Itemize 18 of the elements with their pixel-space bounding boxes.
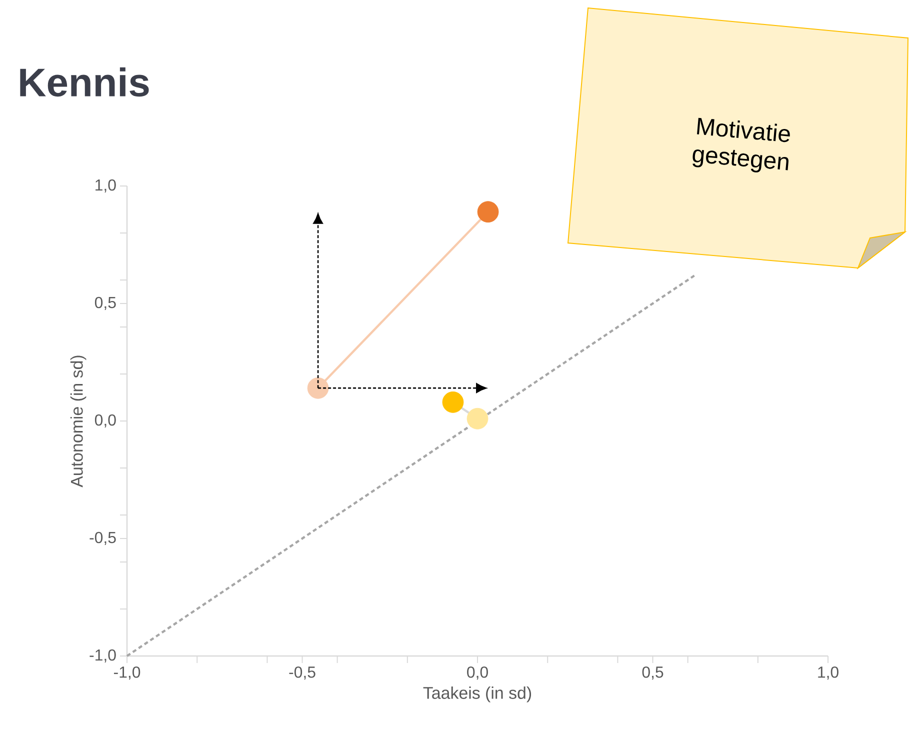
x-tick-label: 0,0 [467, 666, 488, 680]
point [466, 408, 488, 430]
x-tick-label: -0,5 [289, 666, 316, 680]
y-tick-label: 1,0 [96, 179, 116, 193]
x-tick-label: 0,5 [642, 666, 664, 680]
text: Motivatie gestegen [692, 118, 790, 172]
y-axis-title: Autonomie (in sd) [70, 356, 86, 488]
y-tick-label: -0,5 [90, 532, 116, 546]
point [307, 377, 329, 399]
chart-title: Kennis [20, 67, 149, 97]
y-tick-label: -1,0 [90, 649, 116, 663]
point [442, 391, 464, 413]
x-tick-label: -1,0 [114, 666, 140, 680]
x-tick-label: 1,0 [818, 666, 838, 680]
x-axis-title: Taakeis (in sd) [423, 686, 532, 702]
y-tick-label: 0,0 [94, 414, 116, 428]
y-tick-label: 0,5 [94, 296, 116, 310]
point [477, 201, 499, 223]
